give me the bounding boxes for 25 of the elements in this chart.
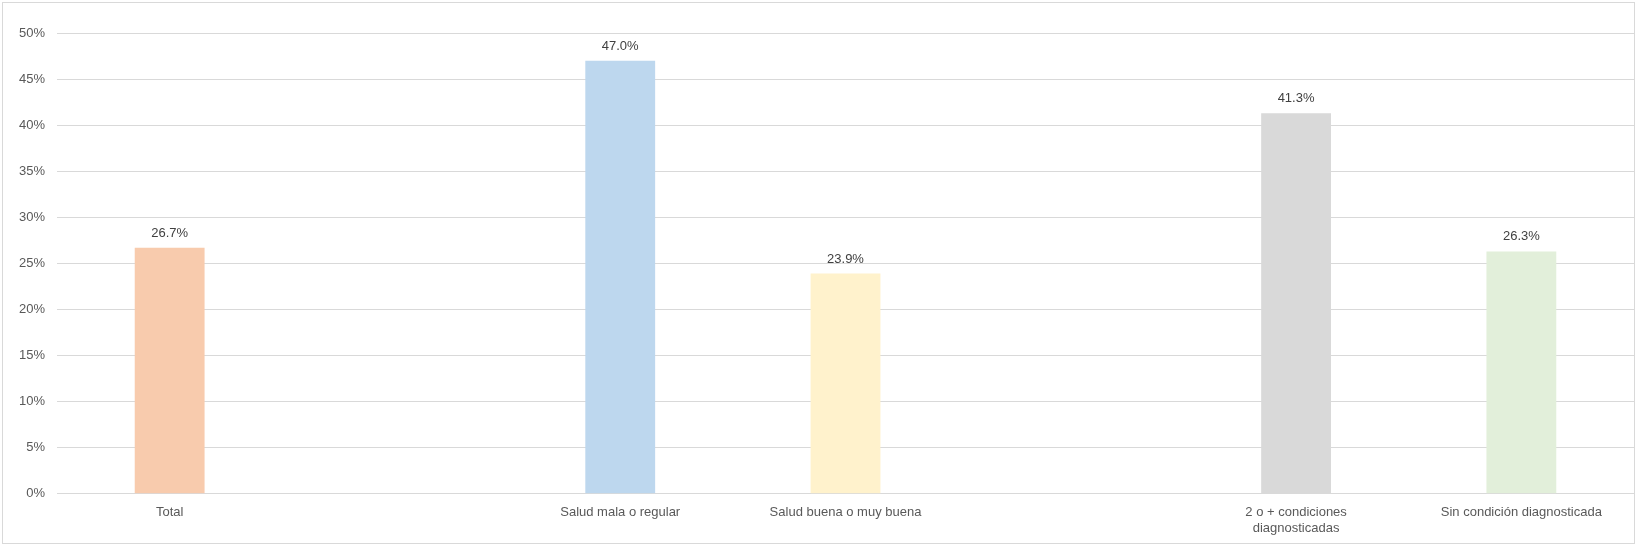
x-tick-label: Salud buena o muy buena — [769, 504, 923, 520]
y-tick-label: 30% — [18, 208, 46, 224]
bar — [585, 60, 656, 494]
x-tick-label: Total — [155, 504, 184, 520]
bar — [134, 247, 205, 494]
y-tick-label: 25% — [18, 254, 46, 270]
y-tick-label: 15% — [18, 347, 46, 363]
y-tick-label: 20% — [18, 301, 46, 317]
y-tick-label: 50% — [18, 24, 46, 40]
y-tick-label: 10% — [18, 393, 46, 409]
bar — [810, 273, 881, 494]
x-tick-label: Sin condición diagnosticada — [1440, 504, 1603, 520]
x-tick-label: Salud mala o regular — [560, 504, 681, 520]
y-tick-label: 45% — [18, 70, 46, 86]
data-label: 41.3% — [1277, 90, 1315, 106]
data-label: 47.0% — [601, 37, 640, 53]
data-label: 23.9% — [827, 250, 865, 266]
y-tick-label: 35% — [18, 162, 46, 178]
x-tick-label: 2 o + condiciones diagnosticadas — [1245, 504, 1348, 535]
data-label: 26.7% — [151, 224, 189, 240]
bar — [1486, 251, 1557, 494]
y-tick-label: 5% — [26, 439, 46, 455]
y-tick-label: 40% — [18, 116, 46, 132]
y-tick-label: 0% — [26, 485, 46, 501]
data-label: 26.3% — [1502, 228, 1541, 244]
